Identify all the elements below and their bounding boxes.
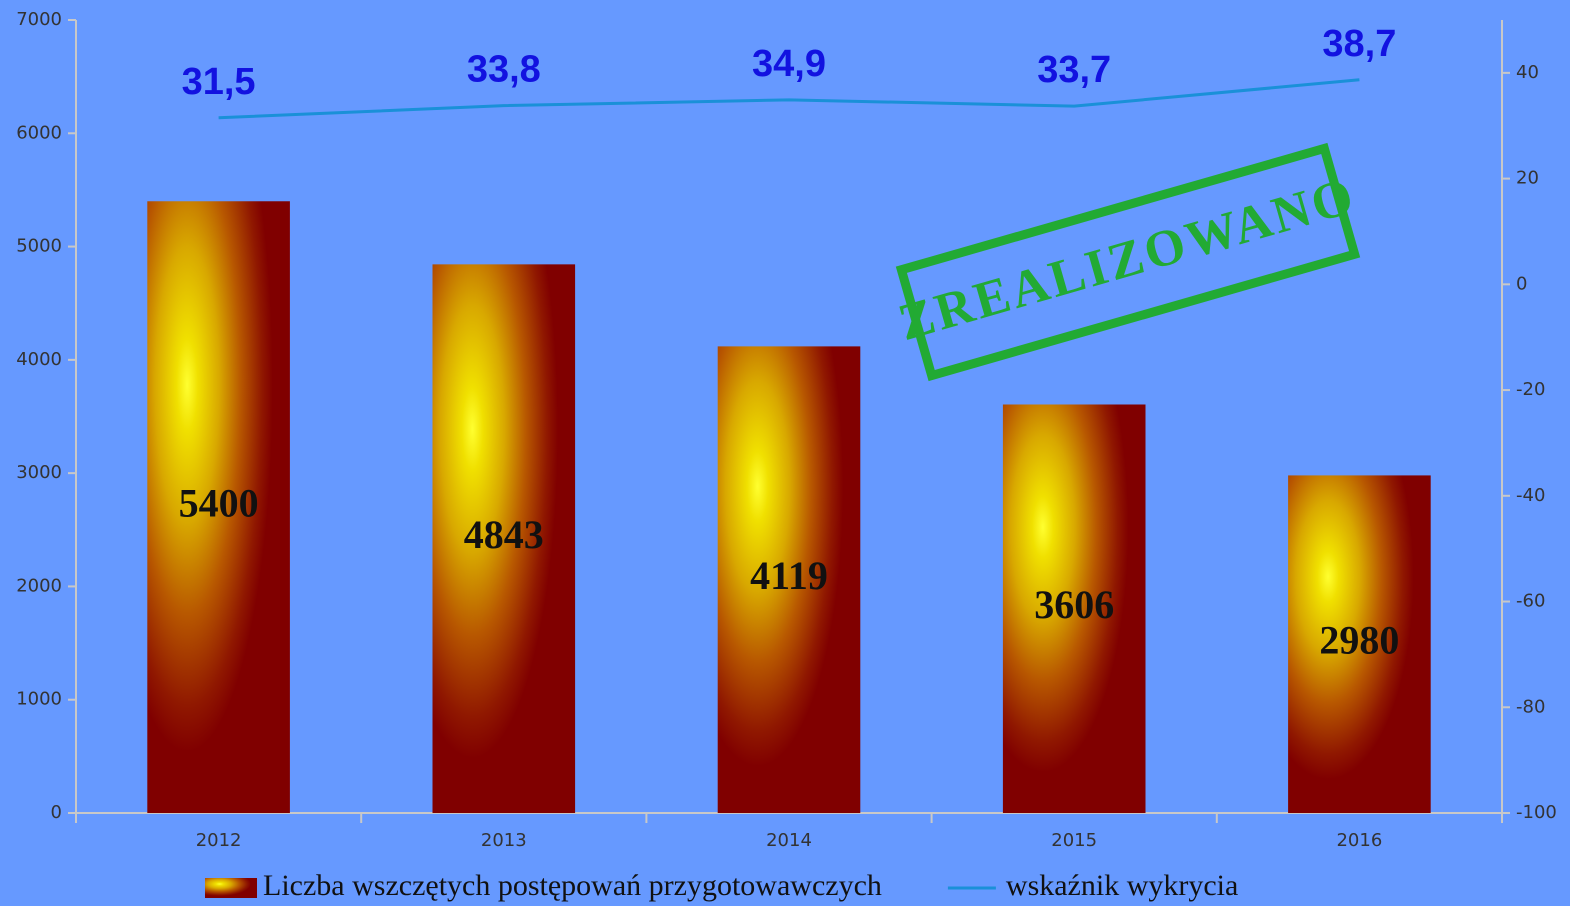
y-tick-label: 5000 — [16, 236, 62, 257]
y2-tick-label: -100 — [1516, 802, 1557, 823]
y-tick-label: 7000 — [16, 9, 62, 30]
y2-tick-label: 40 — [1516, 62, 1539, 83]
y2-tick-label: -40 — [1516, 485, 1545, 506]
legend-label: wskaźnik wykrycia — [1006, 869, 1238, 902]
line — [218, 78, 1360, 120]
bar-value-label: 2980 — [1319, 617, 1399, 662]
y2-tick-label: 0 — [1516, 273, 1527, 294]
bar-value-label: 3606 — [1034, 582, 1114, 627]
x-tick-label: 2014 — [766, 830, 812, 851]
bar — [1002, 404, 1146, 813]
bar — [717, 346, 861, 813]
line-value-label: 38,7 — [1322, 23, 1396, 65]
y-tick-label: 3000 — [16, 462, 62, 483]
y-tick-label: 4000 — [16, 349, 62, 370]
bar-value-label: 5400 — [179, 480, 259, 525]
y2-tick-label: -20 — [1516, 379, 1545, 400]
stamp-border — [895, 142, 1361, 382]
line-value-label: 34,9 — [752, 43, 826, 85]
line-value-label: 33,8 — [467, 49, 541, 91]
line-value-label: 33,7 — [1037, 49, 1111, 91]
line-value-label: 31,5 — [182, 61, 256, 103]
bar-value-label: 4119 — [750, 553, 828, 598]
y-tick-label: 0 — [51, 802, 62, 823]
x-tick-label: 2015 — [1051, 830, 1097, 851]
legend-swatch — [205, 878, 257, 898]
y-tick-label: 1000 — [16, 689, 62, 710]
bar — [1288, 475, 1431, 813]
y-tick-label: 2000 — [16, 575, 62, 596]
bar — [432, 264, 576, 813]
bar-value-label: 4843 — [464, 512, 544, 557]
y-tick-label: 6000 — [16, 122, 62, 143]
y2-tick-label: -80 — [1516, 696, 1545, 717]
y2-tick-label: 20 — [1516, 168, 1539, 189]
legend-label: Liczba wszczętych postępowań przygotowaw… — [263, 869, 882, 902]
y2-tick-label: -60 — [1516, 591, 1545, 612]
bar — [147, 201, 290, 813]
x-tick-label: 2016 — [1336, 830, 1382, 851]
x-tick-label: 2012 — [196, 830, 242, 851]
x-tick-label: 2013 — [481, 830, 527, 851]
